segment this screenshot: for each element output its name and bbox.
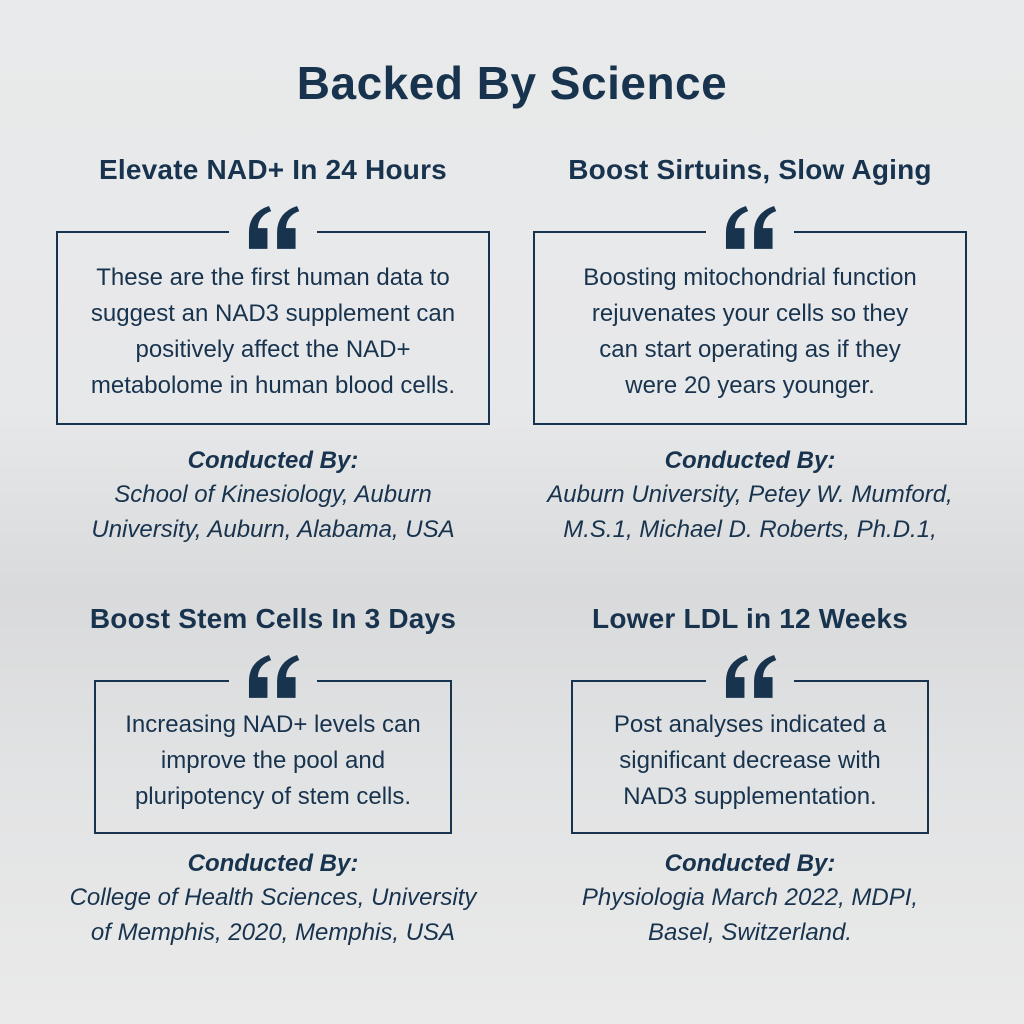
conducted-by-label: Conducted By: (187, 850, 359, 877)
conducted-by-line: University, Auburn, Alabama, USA (91, 516, 455, 543)
quote-line: can start operating as if they (599, 336, 901, 363)
conducted-by-label: Conducted By: (664, 447, 836, 474)
quote-box: Post analyses indicated a significant de… (571, 654, 929, 834)
conducted-by-line: Basel, Switzerland. (647, 919, 853, 946)
quote-box: These are the first human data to sugges… (56, 205, 490, 425)
conducted-by-text: College of Health Sciences, University o… (70, 880, 477, 950)
quote-line: metabolome in human blood cells. (90, 372, 456, 399)
quote-text: Post analyses indicated a significant de… (587, 707, 913, 815)
conducted-by-line: Physiologia March 2022, MDPI, (581, 884, 919, 911)
conducted-by-label: Conducted By: (664, 850, 836, 877)
quote-line: Increasing NAD+ levels can (125, 711, 421, 738)
conducted-by-line: Auburn University, Petey W. Mumford, (547, 481, 953, 508)
study-headline: Boost Stem Cells In 3 Days (89, 603, 457, 634)
study-card-boost-stem-cells: Boost Stem Cells In 3 Days Increasing NA… (17, 603, 529, 950)
study-headline: Elevate NAD+ In 24 Hours (99, 154, 447, 185)
study-card-elevate-nad: Elevate NAD+ In 24 Hours These are the f… (17, 154, 529, 547)
quote-text: Boosting mitochondrial function rejuvena… (549, 260, 951, 404)
conducted-by-text: Auburn University, Petey W. Mumford, M.S… (547, 477, 952, 547)
conducted-by-text: Physiologia March 2022, MDPI, Basel, Swi… (582, 880, 918, 950)
quote-text: These are the first human data to sugges… (72, 260, 474, 404)
study-headline: Boost Sirtuins, Slow Aging (568, 154, 932, 185)
quote-line: Post analyses indicated a (613, 711, 887, 738)
quote-line: rejuvenates your cells so they (591, 300, 909, 327)
quote-line: were 20 years younger. (625, 372, 875, 399)
quote-line: Boosting mitochondrial function (583, 264, 917, 291)
quote-box: Increasing NAD+ levels can improve the p… (94, 654, 452, 834)
study-card-lower-ldl: Lower LDL in 12 Weeks Post analyses indi… (494, 603, 1006, 950)
quote-line: suggest an NAD3 supplement can (90, 300, 456, 327)
conducted-by-line: College of Health Sciences, University (69, 884, 477, 911)
conducted-by-label: Conducted By: (187, 447, 359, 474)
quote-line: NAD3 supplementation. (623, 783, 877, 810)
quote-line: positively affect the NAD+ (135, 336, 411, 363)
studies-grid: Elevate NAD+ In 24 Hours These are the f… (0, 110, 1024, 950)
quote-icon (246, 205, 300, 250)
study-headline: Lower LDL in 12 Weeks (592, 603, 908, 634)
quote-line: improve the pool and (160, 747, 386, 774)
quote-icon (246, 654, 300, 699)
quote-line: significant decrease with (619, 747, 881, 774)
conducted-by-text: School of Kinesiology, Auburn University… (91, 477, 454, 547)
study-card-boost-sirtuins: Boost Sirtuins, Slow Aging Boosting mito… (494, 154, 1006, 547)
conducted-by-line: School of Kinesiology, Auburn (114, 481, 432, 508)
conducted-by-line: of Memphis, 2020, Memphis, USA (90, 919, 456, 946)
quote-icon (723, 654, 777, 699)
quote-line: These are the first human data to (96, 264, 450, 291)
quote-text: Increasing NAD+ levels can improve the p… (110, 707, 436, 815)
quote-box: Boosting mitochondrial function rejuvena… (533, 205, 967, 425)
quote-line: pluripotency of stem cells. (134, 783, 412, 810)
conducted-by-line: M.S.1, Michael D. Roberts, Ph.D.1, (563, 516, 937, 543)
quote-icon (723, 205, 777, 250)
page-title: Backed By Science (296, 57, 728, 109)
